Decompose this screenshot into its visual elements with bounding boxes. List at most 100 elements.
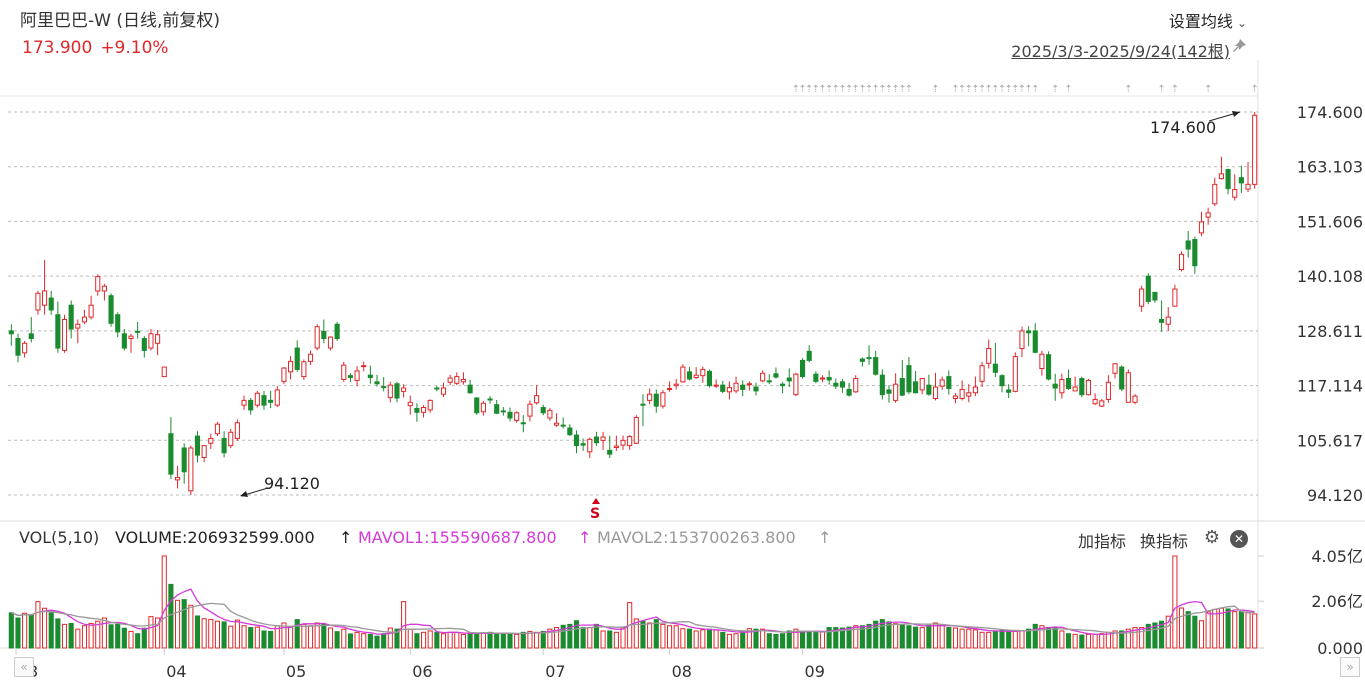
candle <box>1205 207 1211 225</box>
volume-bar <box>706 628 713 649</box>
volume-bar <box>1059 630 1065 649</box>
add-indicator-button[interactable]: 加指标 <box>1078 532 1127 551</box>
candle-body <box>527 403 533 417</box>
candle <box>1119 365 1125 391</box>
event-marker: ⇡ <box>1011 84 1019 95</box>
gear-icon[interactable]: ⚙ <box>1203 527 1221 548</box>
volume-bar <box>314 622 320 649</box>
candle-body <box>387 384 393 399</box>
volume-bar <box>214 620 221 649</box>
volume-bar <box>740 630 746 649</box>
candle <box>580 438 586 451</box>
candle-body <box>919 378 925 391</box>
candle-body <box>494 404 500 414</box>
candle-body <box>141 338 147 351</box>
volume-bar <box>42 607 48 649</box>
candle-body <box>932 386 939 399</box>
volume-bar <box>181 599 187 649</box>
event-marker: ⇡ <box>985 84 993 95</box>
y-tick-label: 94.120 <box>1307 486 1363 505</box>
candle-body <box>926 384 932 395</box>
candle <box>1159 300 1165 332</box>
candle-body <box>640 403 646 406</box>
event-marker: ⇡ <box>1124 84 1132 95</box>
volume-bar <box>580 627 586 649</box>
scroll-left-icon[interactable]: « <box>14 657 34 677</box>
volume-bar <box>620 627 626 649</box>
candle-body <box>613 445 619 449</box>
volume-bar <box>1178 607 1185 649</box>
volume-bar <box>288 625 294 649</box>
candle <box>361 361 367 372</box>
candle <box>321 319 327 344</box>
vol-y-tick-label: 2.06亿 <box>1311 592 1363 611</box>
ma-settings-button[interactable]: 设置均线 ⌄ <box>1169 8 1247 32</box>
candle-body <box>866 357 872 360</box>
candle-body <box>440 387 447 395</box>
scroll-right-icon[interactable]: » <box>1340 657 1360 677</box>
candle-body <box>427 399 433 411</box>
volume-bar <box>61 623 68 649</box>
close-icon[interactable]: ✕ <box>1230 530 1248 548</box>
volume-bar <box>733 633 739 649</box>
candle <box>434 386 440 392</box>
volume-bar <box>879 619 885 649</box>
candle-body <box>454 376 460 384</box>
volume-bar <box>161 555 167 649</box>
candle <box>214 421 221 437</box>
candle <box>294 340 300 372</box>
event-marker: ⇡ <box>891 84 899 95</box>
candle <box>1045 351 1052 381</box>
candle <box>341 361 347 382</box>
candle <box>853 375 859 393</box>
candle-body <box>740 384 746 390</box>
candle-body <box>148 333 154 349</box>
candle <box>1232 174 1238 201</box>
candle <box>414 403 420 422</box>
candle-body <box>42 290 48 306</box>
candle-body <box>88 304 94 318</box>
volume-bar <box>992 630 998 649</box>
candle-body <box>95 276 101 292</box>
candle <box>913 370 919 394</box>
candle <box>307 350 314 366</box>
candle-body <box>680 366 686 383</box>
volume-bar <box>932 622 939 649</box>
candle <box>547 408 553 421</box>
event-marker: ⇡ <box>1250 84 1258 95</box>
candle <box>952 393 959 404</box>
candle <box>826 370 832 385</box>
volume-bar <box>460 633 467 649</box>
volume-bar <box>1152 622 1158 649</box>
candle-body <box>1112 363 1118 374</box>
candle <box>500 407 506 416</box>
candle <box>939 376 945 390</box>
volume-bar <box>55 618 61 649</box>
candle-body <box>48 297 54 311</box>
volume-bar <box>647 622 653 649</box>
date-range-link[interactable]: 2025/3/3-2025/9/24(142根) <box>1011 42 1230 61</box>
volume-bar <box>447 631 453 649</box>
volume-bar <box>826 627 832 649</box>
candle <box>1185 230 1191 258</box>
candle <box>75 319 81 344</box>
volume-bar <box>1238 611 1244 649</box>
candle <box>573 430 580 454</box>
candle-body <box>248 399 254 411</box>
candle-body <box>846 388 852 396</box>
volume-bar <box>168 583 174 649</box>
candle-body <box>241 399 247 406</box>
candle-body <box>420 407 427 413</box>
switch-indicator-button[interactable]: 换指标 <box>1140 532 1189 551</box>
candle-body <box>447 377 453 383</box>
candle-body <box>381 386 387 389</box>
candle-body <box>726 387 732 393</box>
volume-bar <box>75 628 81 649</box>
mavol1-value: MAVOL1:155590687.800 <box>358 528 557 547</box>
candle <box>1052 373 1058 401</box>
candle <box>68 300 74 339</box>
candle <box>593 431 599 447</box>
volume-bar <box>1045 627 1052 649</box>
volume-bar <box>986 631 992 649</box>
pin-icon[interactable] <box>1231 38 1247 58</box>
